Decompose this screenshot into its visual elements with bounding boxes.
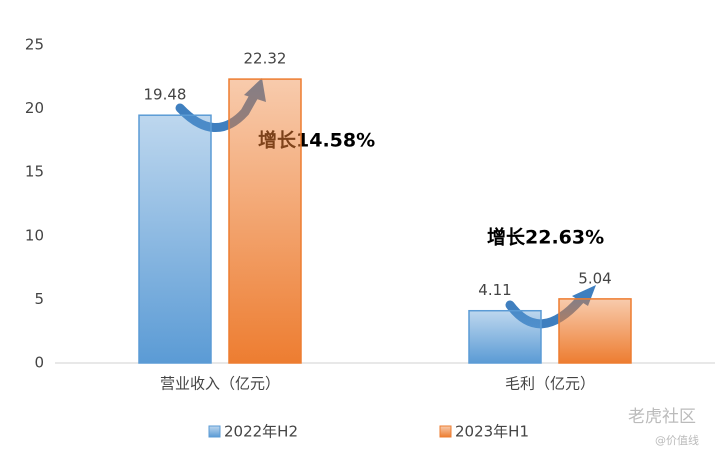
- data-label: 4.11: [478, 281, 511, 299]
- bar: [558, 298, 632, 364]
- legend-label: 2022年H2: [224, 423, 298, 441]
- data-label: 5.04: [578, 269, 611, 287]
- y-tick-label: 15: [25, 163, 44, 181]
- y-tick-label: 5: [34, 290, 44, 308]
- bar: [138, 114, 212, 364]
- annotation: 增长22.63%: [487, 226, 604, 249]
- legend-label: 2023年H1: [455, 423, 529, 441]
- y-tick-label: 25: [25, 36, 44, 54]
- legend-swatch: [439, 425, 452, 438]
- bar: [468, 309, 542, 364]
- x-tick-label: 营业收入（亿元）: [160, 375, 280, 393]
- y-tick-label: 20: [25, 99, 44, 117]
- data-label: 22.32: [244, 50, 287, 68]
- watermark: @价值线: [655, 433, 699, 447]
- y-tick-label: 10: [25, 226, 44, 244]
- watermark: 老虎社区: [628, 407, 696, 427]
- data-label: 19.48: [144, 86, 187, 104]
- bar: [228, 78, 302, 364]
- x-tick-label: 毛利（亿元）: [505, 375, 595, 393]
- legend-swatch: [208, 425, 221, 438]
- y-tick-label: 0: [34, 354, 44, 372]
